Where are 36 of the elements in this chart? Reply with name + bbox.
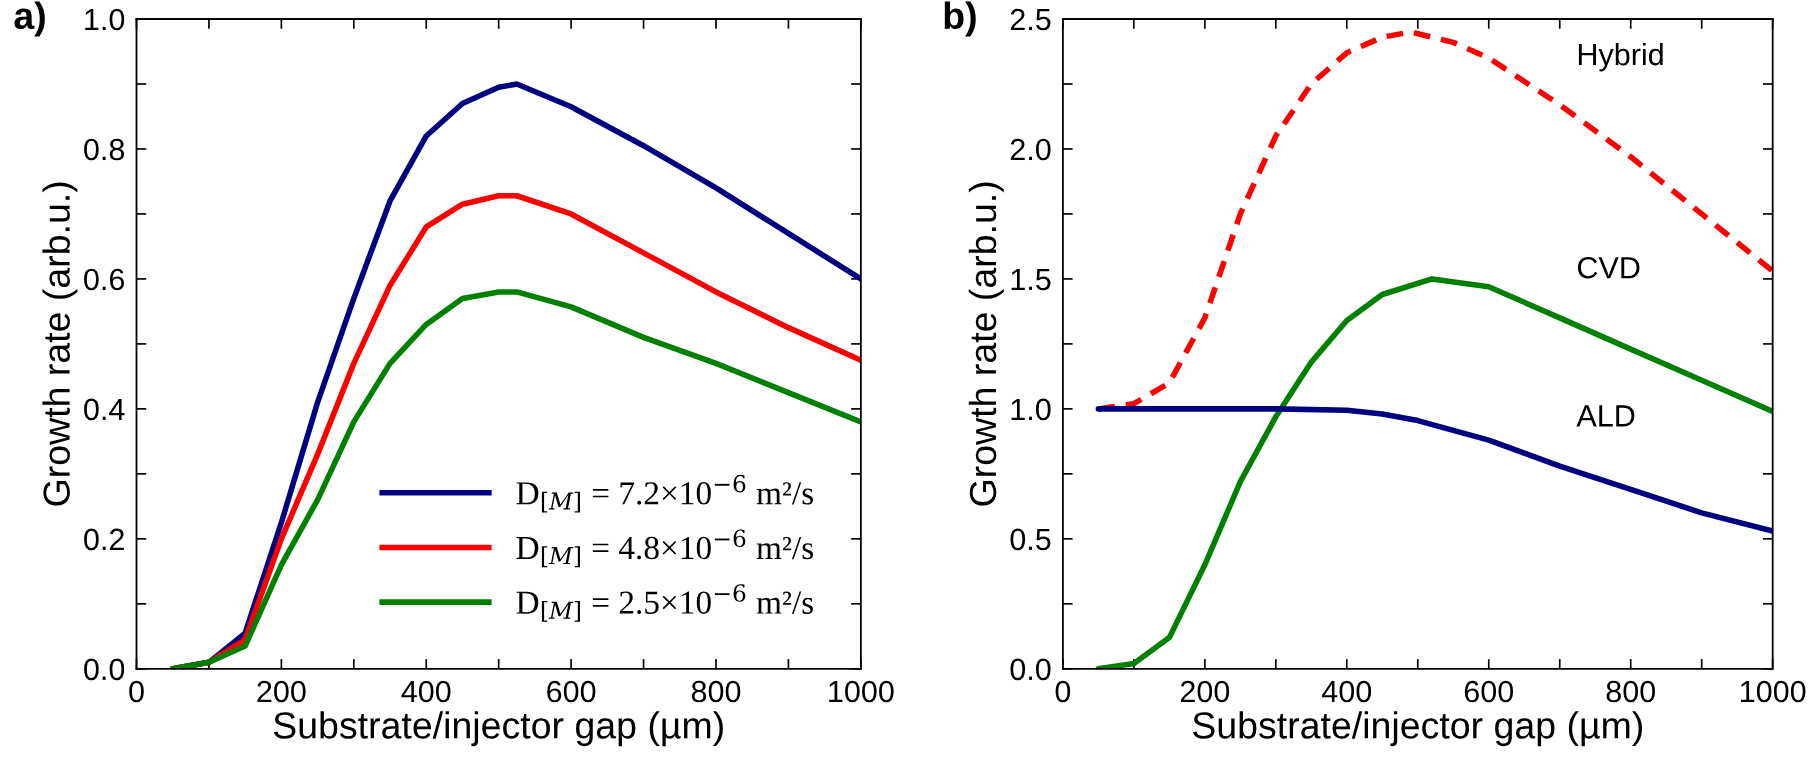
y-tick-label: 1.0 — [1011, 398, 1051, 421]
x-tick-label: 0 — [129, 680, 144, 703]
legend-label: D$_{[M]}$ = 2.5×10$^{−6}$ m²/s — [516, 584, 813, 622]
x-tick-label: 1000 — [1741, 680, 1806, 703]
x-tick-label: 1000 — [829, 680, 894, 703]
chart-title: a) — [14, 1, 45, 37]
x-tick-label: 800 — [691, 680, 741, 703]
y-tick-label: 0.4 — [84, 398, 125, 421]
series-label: CVD — [1577, 256, 1640, 279]
x-tick-label: 400 — [1322, 680, 1372, 703]
y-tick-label: 0.6 — [84, 268, 125, 291]
chart-title: b) — [944, 1, 976, 37]
x-tick-label: 800 — [1606, 680, 1656, 703]
series-label: ALD — [1576, 405, 1635, 427]
x-tick-label: 200 — [257, 680, 306, 703]
y-axis-title: Growth rate (arb.u.) — [42, 182, 78, 506]
legend-label: D$_{[M]}$ = 4.8×10$^{−6}$ m²/s — [516, 529, 813, 568]
x-tick-label: 600 — [1464, 680, 1514, 703]
x-tick-label: 400 — [401, 680, 451, 703]
x-axis-title: Substrate/injector gap (µm) — [273, 711, 723, 747]
y-tick-label: 1.5 — [1011, 268, 1051, 291]
y-tick-label: 0.0 — [1010, 658, 1051, 681]
legend-label: D$_{[M]}$ = 7.2×10$^{−6}$ m²/s — [516, 474, 813, 513]
y-tick-label: 0.0 — [84, 658, 125, 681]
y-tick-label: 1.0 — [85, 8, 125, 31]
x-axis-title: Substrate/injector gap (µm) — [1192, 711, 1642, 747]
y-axis-title: Growth rate (arb.u.) — [968, 182, 1004, 506]
y-tick-label: 2.5 — [1010, 8, 1051, 31]
y-tick-label: 0.2 — [84, 528, 124, 551]
series-label: Hybrid — [1578, 42, 1663, 72]
y-tick-label: 0.8 — [84, 138, 125, 161]
y-tick-label: 2.0 — [1010, 138, 1051, 161]
x-tick-label: 200 — [1180, 680, 1230, 703]
x-tick-label: 0 — [1055, 680, 1071, 703]
y-tick-label: 0.5 — [1010, 528, 1051, 551]
x-tick-label: 600 — [547, 680, 596, 703]
